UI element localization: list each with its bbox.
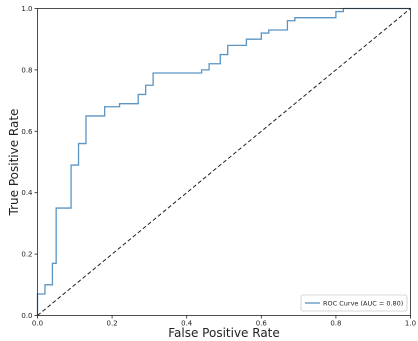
y-tick-label: 0.6 [21,128,33,136]
chance-diagonal-line [37,8,411,316]
y-tick-label: 0.0 [21,312,32,320]
axis-ticks: 0.0 0.2 0.4 0.6 0.8 1.0 0.0 0.2 0.4 0.6 0.8 1.0 [21,5,416,328]
x-tick-label: 1.0 [405,320,416,328]
legend-label: ROC Curve (AUC = 0.80) [323,300,403,308]
y-axis-label: True Positive Rate [7,109,21,217]
x-axis-label: False Positive Rate [168,326,280,340]
x-tick-label: 0.0 [32,320,43,328]
legend: ROC Curve (AUC = 0.80) [300,294,408,312]
plot-frame [37,8,411,316]
x-tick-label: 0.8 [330,320,341,328]
legend-box [300,294,408,312]
x-tick-label: 0.2 [107,320,118,328]
x-tick-label: 0.4 [181,320,193,328]
y-tick-label: 0.2 [21,251,32,259]
roc-curve-line [36,7,411,316]
x-tick-label: 0.6 [256,320,268,328]
y-tick-label: 0.4 [21,189,33,197]
y-tick-label: 0.8 [21,66,32,74]
y-tick-label: 1.0 [21,5,32,13]
plot-lines [36,7,411,316]
